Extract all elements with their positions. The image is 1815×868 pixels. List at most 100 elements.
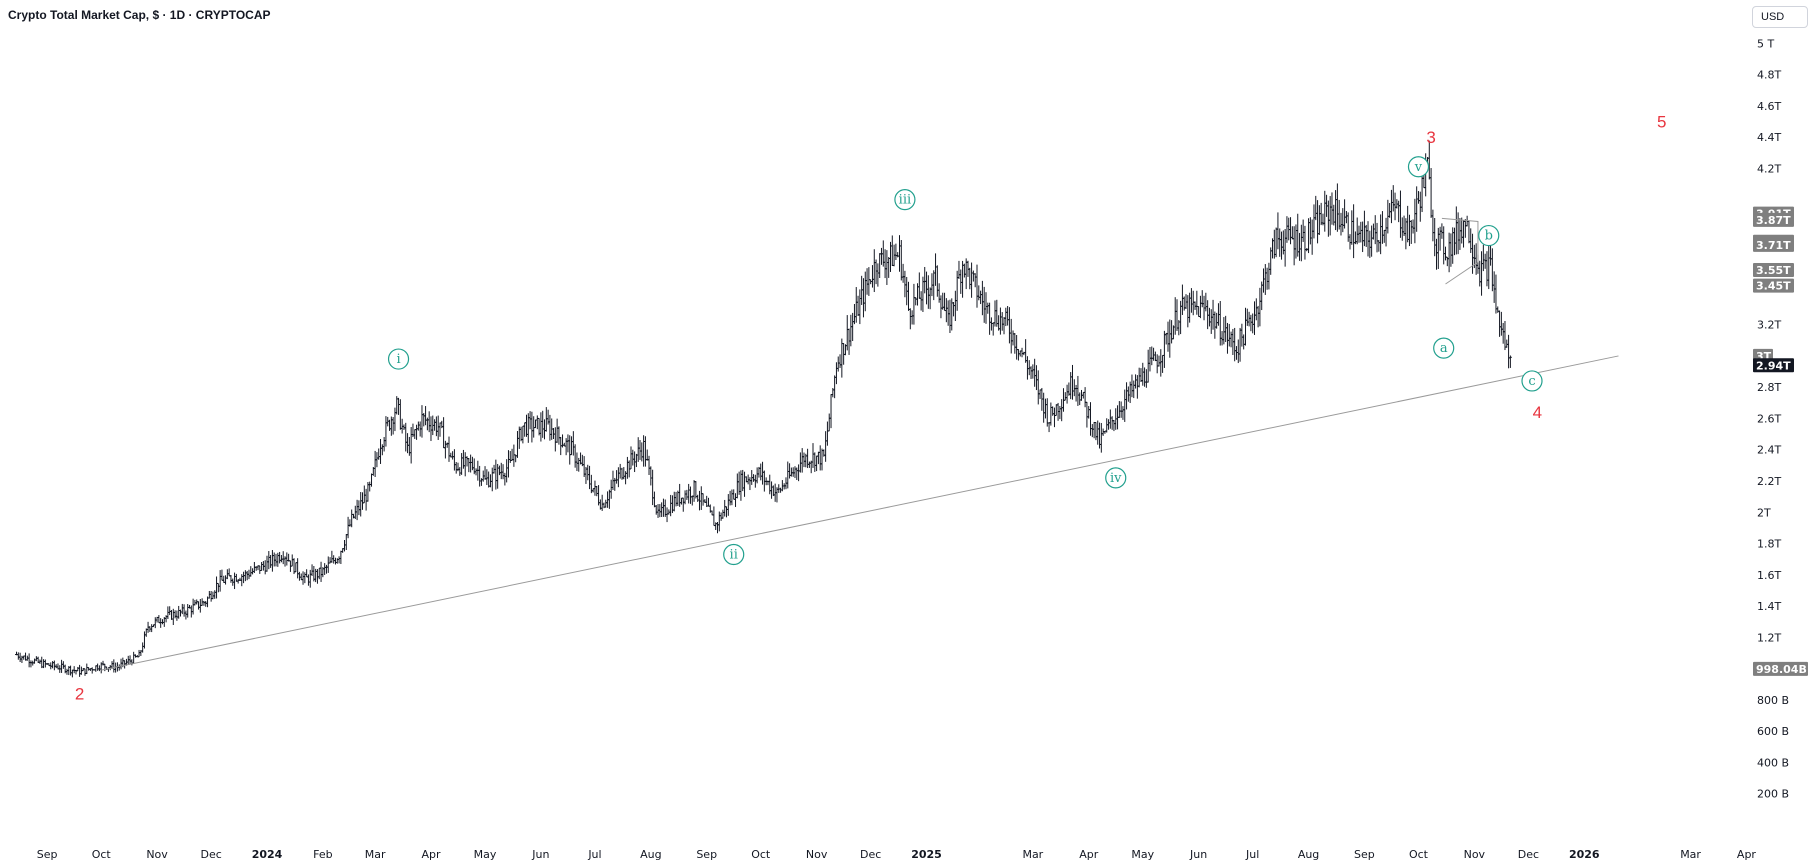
ohlc-bar xyxy=(1287,217,1291,241)
triangle-pattern[interactable] xyxy=(1441,217,1479,285)
ohlc-bar xyxy=(723,499,727,517)
ohlc-bar xyxy=(1152,347,1156,361)
ohlc-bar xyxy=(1090,424,1094,438)
ohlc-bar xyxy=(83,668,87,676)
ohlc-bar xyxy=(1458,218,1462,250)
ohlc-bar xyxy=(420,405,424,438)
ohlc-bar xyxy=(1508,355,1512,368)
ohlc-bar xyxy=(61,661,65,669)
wave-label-iii[interactable]: iii xyxy=(894,188,916,211)
svg-text:2.94T: 2.94T xyxy=(1756,359,1791,372)
ohlc-bar xyxy=(460,453,464,475)
ohlc-bar xyxy=(600,494,604,511)
ohlc-bar xyxy=(557,426,561,445)
ohlc-bar xyxy=(290,554,294,567)
ohlc-bar xyxy=(625,456,629,479)
ohlc-bar xyxy=(696,494,700,502)
ohlc-bar xyxy=(1047,422,1051,433)
ohlc-bar xyxy=(1415,186,1419,232)
wave-label-4[interactable]: 4 xyxy=(1533,403,1542,422)
wave-label-3[interactable]: 3 xyxy=(1426,128,1435,147)
ohlc-bar xyxy=(1263,264,1267,295)
ohlc-bar xyxy=(1191,290,1195,316)
ohlc-bar xyxy=(1112,419,1116,432)
ohlc-bar xyxy=(443,440,447,459)
ohlc-bar xyxy=(1258,287,1262,327)
currency-selector[interactable]: USD xyxy=(1752,6,1808,28)
ohlc-bar xyxy=(1078,392,1082,406)
ohlc-bar xyxy=(1060,399,1064,422)
ohlc-bar xyxy=(229,574,233,583)
ohlc-bar xyxy=(69,665,73,676)
ohlc-bar xyxy=(815,455,819,472)
ohlc-bar xyxy=(197,601,201,610)
ohlc-bar xyxy=(669,494,673,517)
ohlc-bar xyxy=(344,534,348,551)
time-axis[interactable]: Sep Oct Nov Dec 2024 Feb Mar Apr May Jun Jul Aug Sep… xyxy=(37,848,1757,861)
wave-label-v[interactable]: v xyxy=(1407,156,1430,178)
ohlc-bar xyxy=(993,300,997,327)
ohlc-bar xyxy=(506,450,510,478)
ohlc-bar xyxy=(357,500,361,516)
ohlc-bar xyxy=(382,437,386,452)
ohlc-bar xyxy=(782,483,786,490)
x-tick-label: Dec xyxy=(860,848,881,861)
ohlc-bar xyxy=(732,489,736,500)
ohlc-bar xyxy=(811,443,815,468)
ohlc-bar xyxy=(1180,284,1184,315)
price-bars xyxy=(15,140,1512,678)
ohlc-bar xyxy=(1362,210,1366,247)
wave-label-a[interactable]: a xyxy=(1433,337,1455,359)
ohlc-bar xyxy=(1126,386,1130,402)
wave-label-b[interactable]: b xyxy=(1478,224,1500,247)
ohlc-bar xyxy=(1483,253,1487,269)
ohlc-bar xyxy=(658,504,662,518)
svg-text:iv: iv xyxy=(1110,471,1122,486)
wave-label-ii[interactable]: ii xyxy=(723,543,745,566)
ohlc-bar xyxy=(375,452,379,468)
ohlc-bar xyxy=(485,469,489,486)
wave-label-i[interactable]: i xyxy=(387,348,410,370)
y-tick-label: 200 B xyxy=(1757,788,1789,801)
price-axis[interactable]: 5 T 4.8T 4.6T 4.4T 4.2T 3.2T 2.8T 2.6T 2.4T 2.2T 2… xyxy=(1753,37,1808,801)
ohlc-bar xyxy=(1290,226,1294,240)
ohlc-bar xyxy=(786,461,790,489)
ohlc-bar xyxy=(1418,191,1422,222)
ohlc-bar xyxy=(424,406,428,426)
ohlc-bar xyxy=(678,483,682,507)
ohlc-bar xyxy=(1402,215,1406,237)
ohlc-bar xyxy=(296,558,300,579)
ohlc-bar xyxy=(137,649,141,658)
ohlc-bar xyxy=(1474,243,1478,275)
ohlc-bar xyxy=(943,292,947,312)
ohlc-bar xyxy=(1361,221,1365,253)
ohlc-bar xyxy=(1366,221,1370,257)
wave-label-5[interactable]: 5 xyxy=(1657,112,1666,131)
ohlc-bar xyxy=(451,451,455,460)
ohlc-bar xyxy=(160,619,164,625)
wave-label-2[interactable]: 2 xyxy=(75,685,84,704)
ohlc-bar xyxy=(1233,327,1237,362)
ohlc-bar xyxy=(793,466,797,479)
ohlc-bar xyxy=(1409,220,1413,244)
ohlc-bar xyxy=(1292,226,1296,266)
y-tick-label: 400 B xyxy=(1757,756,1789,769)
ohlc-bar xyxy=(272,552,276,567)
support-trendline[interactable] xyxy=(101,355,1619,671)
ohlc-bar xyxy=(870,265,874,288)
y-tick-label: 2.8T xyxy=(1757,381,1781,394)
y-tick-label: 1.4T xyxy=(1757,600,1781,613)
ohlc-bar xyxy=(306,574,310,586)
ohlc-bar xyxy=(54,664,58,669)
ohlc-bar xyxy=(218,570,222,592)
ohlc-bar xyxy=(267,551,271,570)
x-tick-label: Apr xyxy=(1079,848,1099,861)
ohlc-bar xyxy=(463,452,467,477)
svg-text:b: b xyxy=(1485,229,1493,244)
ohlc-bar xyxy=(186,604,190,618)
svg-text:iii: iii xyxy=(899,193,911,208)
ohlc-bar xyxy=(171,608,175,626)
wave-label-c[interactable]: c xyxy=(1521,370,1543,392)
wave-label-iv[interactable]: iv xyxy=(1105,467,1127,489)
